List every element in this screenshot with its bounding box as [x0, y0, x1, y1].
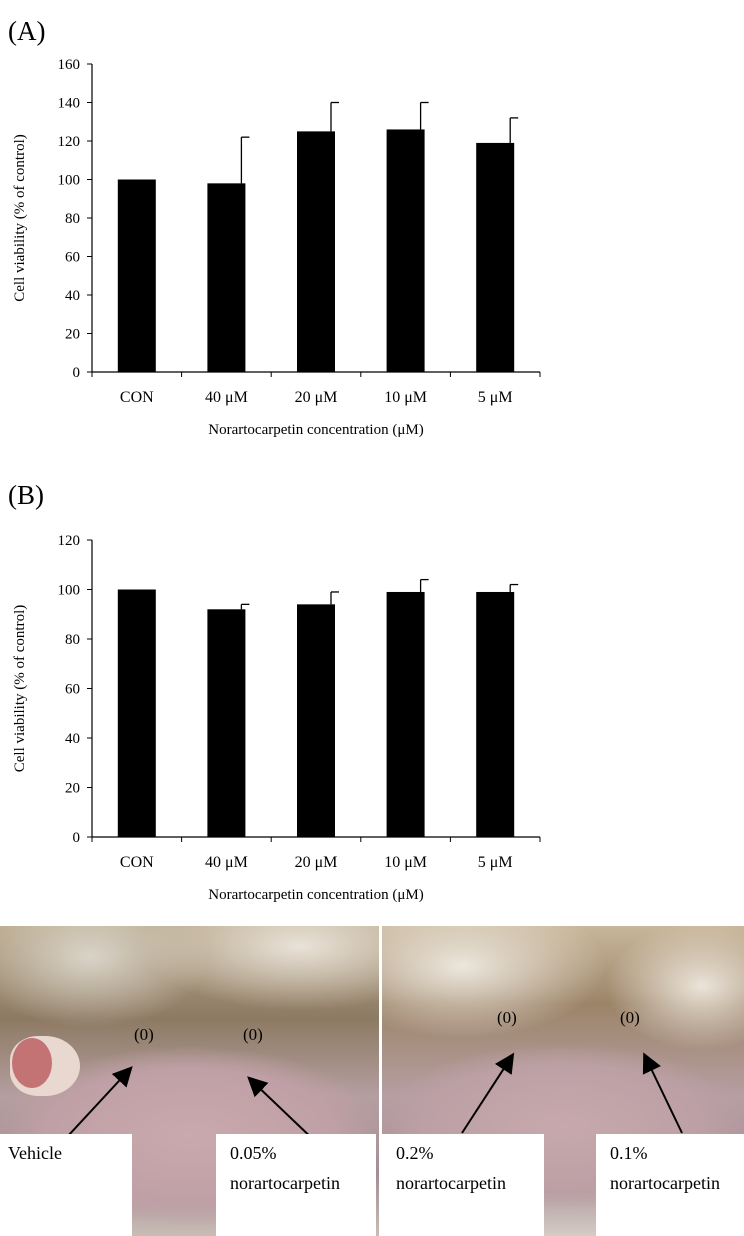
x-tick-label-1: 40 μM [205, 389, 248, 406]
y-tick-label: 100 [58, 173, 81, 189]
irritation-score-4: (0) [620, 1008, 640, 1027]
x-tick-label-4: 5 μM [478, 854, 513, 871]
arrow-0-2 [461, 1052, 515, 1134]
x-tick-label-3: 10 μM [384, 389, 427, 406]
y-tick-label: 80 [65, 632, 80, 648]
bar-3 [386, 591, 425, 837]
chart-b: 0 20 40 60 80 100 120 CON 40 μM 20 μM 10 μM 5 μM Nor… [12, 533, 541, 903]
caption-vehicle: Vehicle [0, 1134, 132, 1236]
y-tick-label: 80 [65, 211, 80, 227]
bar-1 [207, 183, 246, 372]
y-tick-label: 40 [65, 288, 80, 304]
y-tick-label: 0 [73, 830, 81, 846]
chart-a: 0 20 40 60 80 100 120 140 160 CON 40 μM 20 μM 10 μM 5… [12, 57, 541, 438]
y-tick-label: 60 [65, 250, 80, 266]
y-tick-label: 20 [65, 781, 80, 797]
x-tick-label-1: 40 μM [205, 854, 248, 871]
bar-2 [297, 131, 335, 372]
y-tick-label: 120 [58, 533, 81, 549]
photo-panel: (0) (0) (0) (0) Vehicle 0.05% norartocar… [0, 926, 744, 1236]
irritation-score-1: (0) [134, 1025, 154, 1044]
caption-0-05: 0.05% norartocarpetin [216, 1134, 376, 1236]
irritation-score-3: (0) [497, 1008, 517, 1027]
bar-3 [386, 129, 425, 372]
irritation-score-2: (0) [243, 1025, 263, 1044]
y-axis-label: Cell viability (% of control) [12, 134, 28, 301]
bar-4 [476, 591, 515, 837]
y-tick-label: 140 [58, 96, 81, 112]
bar-2 [297, 604, 335, 837]
panel-label-a: (A) [8, 16, 46, 46]
y-tick-label: 160 [58, 57, 81, 73]
y-tick-label: 100 [58, 583, 81, 599]
bar-0 [117, 589, 156, 837]
y-tick-label: 20 [65, 327, 80, 343]
y-axis-label: Cell viability (% of control) [12, 605, 28, 772]
x-tick-label-4: 5 μM [478, 389, 513, 406]
y-tick-label: 60 [65, 682, 80, 698]
x-axis-label: Norartocarpetin concentration (μM) [208, 887, 423, 903]
bar-0 [117, 179, 156, 372]
x-tick-label-2: 20 μM [295, 389, 338, 406]
arrow-0-05 [247, 1076, 319, 1145]
y-tick-label: 40 [65, 731, 80, 747]
x-axis-label: Norartocarpetin concentration (μM) [208, 422, 423, 438]
caption-0-2: 0.2% norartocarpetin [382, 1134, 544, 1236]
caption-0-1: 0.1% norartocarpetin [596, 1134, 744, 1236]
y-tick-label: 120 [58, 134, 81, 150]
x-tick-label-0: CON [120, 854, 154, 871]
x-tick-label-2: 20 μM [295, 854, 338, 871]
bar-4 [476, 142, 515, 372]
arrow-0-1 [642, 1052, 683, 1134]
bar-1 [207, 609, 246, 837]
y-tick-label: 0 [73, 365, 81, 381]
panel-label-b: (B) [8, 480, 44, 510]
x-tick-label-0: CON [120, 389, 154, 406]
x-tick-label-3: 10 μM [384, 854, 427, 871]
